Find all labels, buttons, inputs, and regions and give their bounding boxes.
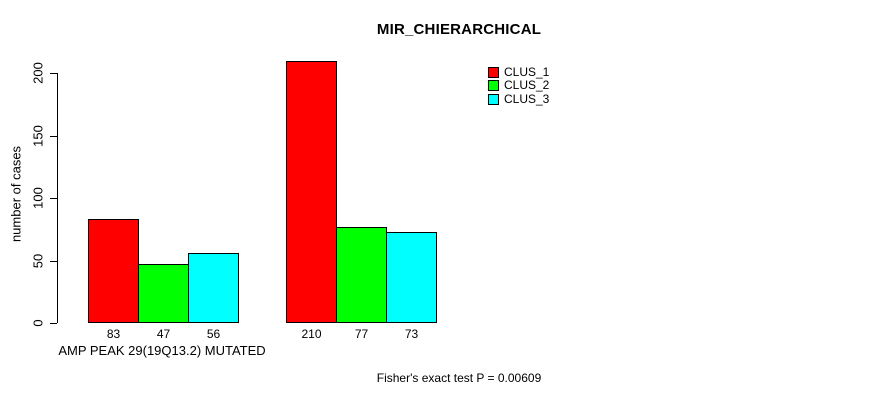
y-axis-tick <box>50 323 57 324</box>
x-axis-label: AMP PEAK 29(19Q13.2) MUTATED <box>58 343 266 358</box>
y-axis-tick-label: 100 <box>30 187 46 209</box>
bar-clus_3-group2 <box>386 231 437 323</box>
y-axis-label: number of cases <box>8 145 24 243</box>
legend-item-clus_2: CLUS_2 <box>488 79 549 92</box>
y-axis-tick <box>50 198 57 199</box>
y-axis-tick-label: 0 <box>30 319 46 327</box>
bar-clus_2-group1 <box>138 264 189 323</box>
y-axis-tick-label: 200 <box>30 62 46 84</box>
legend-label: CLUS_3 <box>504 91 550 106</box>
bar-value-label: 73 <box>404 327 419 341</box>
legend-item-clus_3: CLUS_3 <box>488 91 550 106</box>
y-axis-tick <box>50 260 57 262</box>
legend-label: CLUS_2 <box>504 78 550 93</box>
bar-clus_2-group2 <box>336 226 387 323</box>
bar-clus_3-group1 <box>188 253 239 323</box>
y-axis-tick-label: 50 <box>30 253 46 268</box>
y-axis-line <box>57 73 58 323</box>
bar-value-label: 77 <box>354 327 369 341</box>
bar-clus_1-group2 <box>286 60 337 323</box>
bar-value-label: 210 <box>301 327 322 341</box>
y-axis-tick-label: 150 <box>30 124 46 147</box>
legend-swatch-icon <box>488 67 499 79</box>
bar-value-label: 56 <box>206 327 221 341</box>
bar-value-label: 47 <box>156 327 171 341</box>
y-axis-tick <box>50 73 57 74</box>
bar-clus_1-group1 <box>88 219 139 323</box>
legend-swatch-icon <box>488 80 499 92</box>
bar-value-label: 83 <box>106 327 121 341</box>
y-axis-tick <box>50 135 57 137</box>
legend: CLUS_1 CLUS_2 CLUS_3 <box>488 66 549 106</box>
legend-swatch-icon <box>488 93 499 105</box>
legend-item-clus_1: CLUS_1 <box>488 66 549 79</box>
chart-title: MIR_CHIERARCHICAL <box>376 21 542 38</box>
legend-label: CLUS_1 <box>504 65 550 80</box>
fisher-test-annotation: Fisher's exact test P = 0.00609 <box>376 371 542 385</box>
